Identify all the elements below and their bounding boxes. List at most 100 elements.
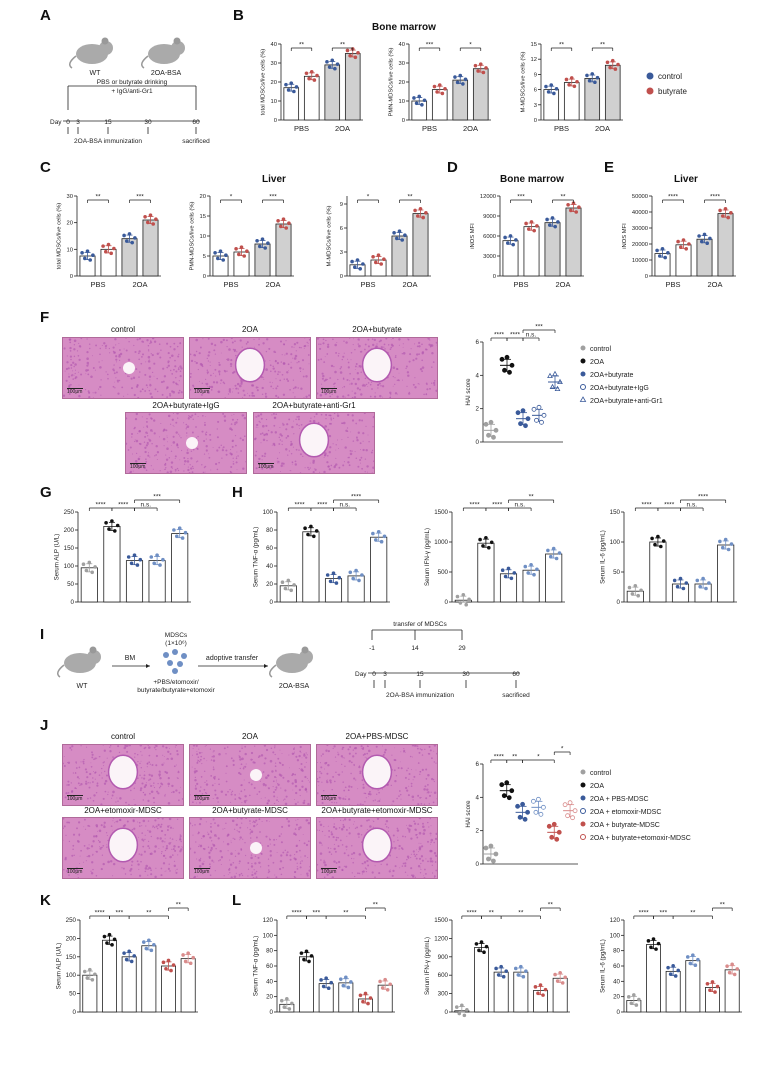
data-point [536, 991, 540, 996]
y-tick-label: 10 [67, 247, 73, 253]
y-tick-label: 150 [610, 509, 621, 516]
panel-label-a: A [40, 7, 51, 24]
data-point [351, 576, 355, 581]
sig-label: **** [295, 502, 306, 509]
day-label: Day [50, 119, 62, 126]
data-point [463, 77, 468, 82]
data-point [695, 578, 700, 583]
data-point [687, 242, 691, 246]
bar [80, 567, 98, 603]
data-point [467, 597, 471, 602]
data-point [348, 53, 352, 58]
data-point [321, 984, 326, 989]
data-point [325, 573, 330, 577]
histo-f-label-3: 2OA+butyrate+IgG [152, 401, 220, 410]
sig-label: ** [529, 494, 535, 501]
sig-label: *** [136, 194, 144, 201]
data-point [130, 240, 134, 245]
data-point [473, 63, 478, 68]
y-axis-label: M-MDSCs/live cells (%) [327, 206, 333, 267]
data-point [506, 566, 511, 571]
data-point [720, 545, 725, 550]
bar [82, 974, 98, 1013]
bar [472, 68, 489, 121]
data-point [382, 534, 387, 539]
bar [121, 238, 138, 277]
data-point [88, 967, 92, 972]
y-tick-label: 100 [610, 539, 621, 546]
transfer-day-1: -1 [369, 645, 375, 652]
histo-j-label-5: 2OA+butyrate+etomoxir-MDSC [321, 806, 433, 815]
bar [545, 553, 563, 603]
data-point [126, 555, 131, 559]
data-point [549, 834, 555, 840]
data-point [113, 529, 117, 533]
data-point [593, 80, 597, 85]
y-tick-label: 100 [66, 972, 77, 979]
y-tick-label: 40000 [632, 210, 648, 216]
data-point [493, 427, 499, 433]
x-group-label: 2OA [555, 280, 570, 289]
data-point [354, 568, 358, 573]
sig-label: n.s. [340, 502, 351, 509]
he-texture [317, 818, 437, 878]
data-point [672, 578, 677, 583]
panel-label-l: L [232, 892, 241, 909]
data-point [328, 579, 333, 584]
data-point [345, 48, 350, 53]
panel-label-g: G [40, 484, 52, 501]
data-point [279, 998, 284, 1003]
bar [474, 947, 489, 1013]
data-point [509, 362, 515, 368]
y-tick-label: 10 [271, 99, 277, 105]
mouse-label-2oa-bsa: 2OA-BSA [279, 683, 310, 690]
y-tick-label: 3000 [483, 254, 496, 260]
data-point [587, 78, 592, 83]
data-point [590, 72, 595, 76]
data-point [171, 963, 176, 967]
data-point [655, 248, 659, 253]
data-point [88, 258, 92, 262]
data-point [520, 801, 525, 807]
data-point [263, 246, 268, 250]
data-point [499, 964, 503, 969]
histo-f-label-1: 2OA [241, 325, 258, 334]
data-point [85, 249, 90, 253]
data-point [478, 62, 483, 66]
data-point [538, 983, 543, 987]
data-point [653, 542, 657, 547]
y-tick-label: 20 [266, 581, 273, 588]
data-point [531, 406, 537, 412]
data-point [371, 531, 375, 536]
data-point [376, 253, 381, 257]
chart-b1: 0 10 20 30 40 total MDSCs/live cells (%) PBS 2O… [261, 42, 363, 133]
he-texture [190, 818, 310, 878]
data-point [289, 588, 294, 593]
data-point [302, 957, 306, 962]
data-point [107, 932, 112, 937]
data-point [307, 959, 311, 964]
data-point [483, 845, 489, 851]
y-axis-label: Serum ALP (U/L) [55, 943, 62, 990]
y-tick-label: 60 [266, 963, 273, 970]
data-point [697, 234, 701, 238]
day-3: 3 [383, 671, 387, 678]
data-point [112, 246, 116, 251]
histo-j-control: 100μm [62, 744, 184, 806]
data-point [93, 972, 97, 977]
data-point [553, 224, 557, 229]
bar [103, 526, 121, 603]
sig-label: **** [639, 910, 650, 917]
data-point [285, 997, 289, 1001]
data-point [651, 937, 656, 941]
data-point [511, 242, 515, 247]
data-point [186, 951, 190, 955]
x-group-label: PBS [90, 280, 105, 289]
data-point [681, 238, 686, 242]
data-point [718, 539, 722, 544]
bar [665, 970, 681, 1013]
data-point [379, 539, 384, 544]
sig-label: ** [720, 902, 726, 909]
y-tick-label: 120 [610, 917, 621, 924]
